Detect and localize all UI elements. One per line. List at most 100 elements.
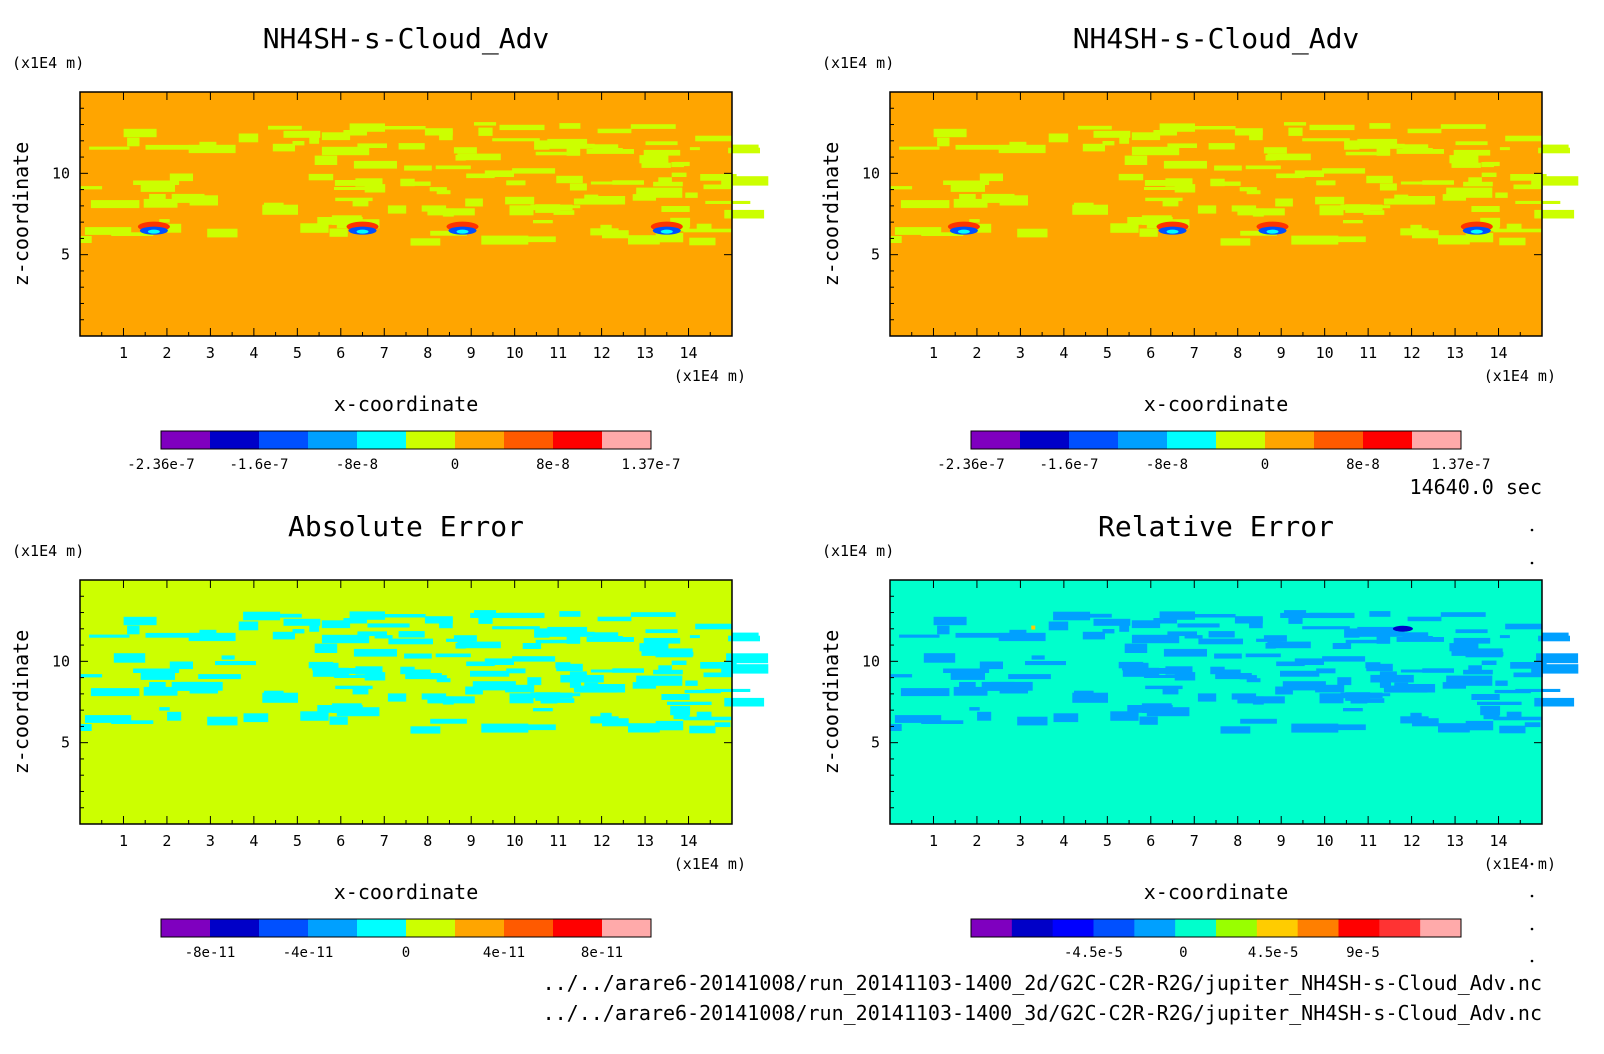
heatmap-cloud-patch <box>1291 235 1339 245</box>
heatmap-cloud-patch <box>1245 653 1281 658</box>
heatmap-cloud-patch <box>667 701 712 705</box>
colorbar-label: 8e-8 <box>1346 457 1380 473</box>
heatmap-cloud-patch <box>894 715 942 723</box>
heatmap-cloud-patch <box>674 161 690 167</box>
heatmap-cloud-patch <box>689 147 700 151</box>
heatmap-cloud-patch <box>1197 693 1217 702</box>
colorbar-swatch <box>1363 431 1413 449</box>
heatmap-cloud-patch <box>721 664 769 674</box>
heatmap-cloud-patch <box>435 165 471 170</box>
heatmap-cloud-patch <box>400 178 415 187</box>
colorbar-swatch <box>357 431 407 449</box>
x-tick-label: 14 <box>680 344 698 362</box>
heatmap-cloud-patch <box>334 180 358 186</box>
heatmap-cloud-patch <box>1263 635 1287 642</box>
heatmap-cloud-patch <box>1009 141 1027 151</box>
heatmap-cloud-patch <box>352 688 369 695</box>
heatmap-cloud-patch <box>1345 151 1389 156</box>
colorbar: -8e-11 -4e-11 0 4e-11 8e-11 <box>160 918 652 961</box>
heatmap-cloud-patch <box>1048 621 1069 631</box>
x-tick-label: 9 <box>467 344 476 362</box>
colorbar: -2.36e-7 -1.6e-7 -8e-8 0 8e-8 1.37e-7 <box>937 430 1491 473</box>
heatmap-cloud-patch <box>1145 197 1183 202</box>
heatmap-cloud-patch <box>1215 673 1252 680</box>
heatmap-cloud-patch <box>264 202 284 206</box>
heatmap-cloud-patch <box>474 610 497 614</box>
colorbar-swatch <box>455 431 505 449</box>
heatmap-cloud-patch <box>355 666 383 675</box>
colorbar-frame <box>970 430 1462 450</box>
heatmap-cloud-patch <box>1400 228 1429 236</box>
colorbar-swatch <box>1216 431 1266 449</box>
heatmap-cloud-patch <box>1153 130 1177 136</box>
x-unit-label: (x1E4 m) <box>674 367 746 385</box>
heatmap-cloud-patch <box>466 173 495 179</box>
heatmap-cloud-patch <box>357 143 387 148</box>
heatmap-cloud-patch <box>1407 616 1442 622</box>
heatmap-cloud-patch <box>933 128 967 138</box>
heatmap-cloud-patch <box>1127 217 1173 225</box>
heatmap-cloud-patch <box>335 685 373 690</box>
heatmap-cloud-patch <box>894 227 942 235</box>
colorbar-swatch <box>504 431 554 449</box>
heatmap-cloud-patch <box>1515 200 1561 204</box>
heatmap-cloud-patch <box>923 653 956 663</box>
x-tick-label: 14 <box>680 832 698 850</box>
heatmap-cloud-patch <box>1102 629 1115 634</box>
colorbar-frame <box>970 918 1462 938</box>
heatmap-cloud-patch <box>143 686 178 696</box>
heatmap-cloud-patch <box>127 625 140 635</box>
heatmap-cloud-patch <box>547 138 588 147</box>
x-tick-label: 4 <box>249 344 258 362</box>
heatmap-cloud-patch <box>1495 680 1508 686</box>
heatmap-cloud-patch <box>1082 143 1105 152</box>
x-tick-label: 7 <box>380 344 389 362</box>
heatmap-cloud-patch <box>1284 610 1307 614</box>
heatmap-cloud-patch <box>670 705 691 716</box>
heatmap-cloud-patch <box>466 661 495 667</box>
heatmap-cloud-patch <box>1481 172 1497 177</box>
y-tick-label: 10 <box>52 164 70 182</box>
heatmap-cloud-patch <box>728 635 760 642</box>
heatmap-cloud-patch <box>670 217 691 228</box>
colorbar-label: 9e-5 <box>1346 945 1380 961</box>
heatmap-cloud-patch <box>1534 209 1575 219</box>
heatmap-cloud-patch <box>1072 692 1108 703</box>
heatmap-cloud-patch <box>1402 632 1429 638</box>
x-tick-label: 5 <box>1103 832 1112 850</box>
heatmap-cloud-patch <box>317 217 363 225</box>
colorbar-label: 8e-11 <box>581 945 623 961</box>
heatmap-cloud-patch <box>1400 181 1435 185</box>
heatmap-cloud-patch <box>410 726 441 734</box>
anomaly-core <box>356 229 369 234</box>
heatmap-cloud-patch <box>999 195 1028 206</box>
heatmap-cloud-patch <box>559 611 581 617</box>
x-tick-label: 6 <box>1146 344 1155 362</box>
x-tick-label: 6 <box>1146 832 1155 850</box>
heatmap-cloud-patch <box>597 128 632 134</box>
heatmap-cloud-patch <box>1493 716 1542 721</box>
x-tick-label: 14 <box>1490 344 1508 362</box>
heatmap-cloud-patch <box>1396 149 1444 154</box>
colorbar-swatch <box>504 919 554 937</box>
heatmap-cloud-patch <box>111 232 154 236</box>
heatmap-cloud-patch <box>430 718 467 724</box>
heatmap-cloud-patch <box>1284 122 1307 126</box>
heatmap-cloud-patch <box>1465 720 1494 731</box>
heatmap-cloud-patch <box>1220 238 1251 246</box>
heatmap-cloud-patch <box>1110 223 1139 233</box>
heatmap-cloud-patch <box>1344 628 1360 638</box>
heatmap-cloud-patch <box>1053 611 1091 621</box>
heatmap-cloud-patch <box>1208 631 1235 638</box>
heatmap-cloud-patch <box>1275 198 1293 207</box>
heatmap-cloud-patch <box>1124 643 1148 653</box>
colorbar-swatch <box>161 919 211 937</box>
heatmap-cloud-patch <box>1386 685 1408 693</box>
heatmap-cloud-patch <box>364 184 386 193</box>
heatmap-cloud-patch <box>207 228 238 238</box>
heatmap-cloud-patch <box>80 186 103 190</box>
heatmap-cloud-patch <box>133 180 180 185</box>
x-tick-label: 9 <box>1277 344 1286 362</box>
heatmap-cloud-patch <box>481 235 529 245</box>
heatmap-cloud-patch <box>290 619 310 625</box>
